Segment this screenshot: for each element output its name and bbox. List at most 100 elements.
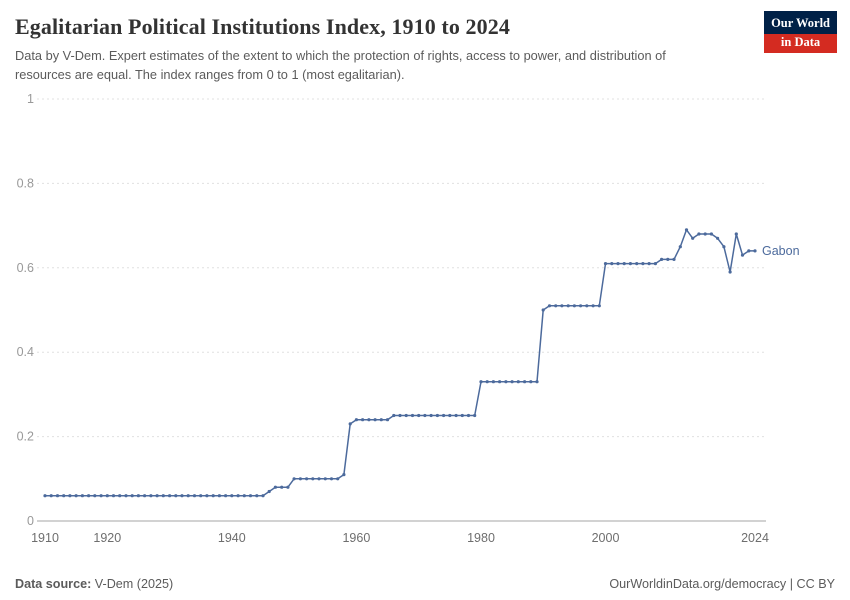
data-point-marker[interactable] — [716, 236, 720, 240]
data-point-marker[interactable] — [174, 494, 178, 498]
data-point-marker[interactable] — [286, 485, 290, 489]
data-point-marker[interactable] — [43, 494, 47, 498]
data-point-marker[interactable] — [448, 413, 452, 418]
data-point-marker[interactable] — [180, 494, 184, 498]
data-point-marker[interactable] — [597, 304, 601, 308]
data-point-marker[interactable] — [55, 494, 60, 498]
data-point-marker[interactable] — [62, 494, 66, 498]
data-point-marker[interactable] — [510, 380, 514, 384]
data-point-marker[interactable] — [323, 477, 327, 481]
data-point-marker[interactable] — [747, 249, 751, 253]
data-point-marker[interactable] — [479, 380, 483, 384]
data-point-marker[interactable] — [417, 413, 421, 418]
data-point-marker[interactable] — [429, 413, 433, 418]
data-point-marker[interactable] — [280, 485, 284, 489]
data-point-marker[interactable] — [236, 494, 240, 498]
data-point-marker[interactable] — [728, 270, 732, 274]
data-point-marker[interactable] — [155, 494, 159, 498]
data-point-marker[interactable] — [205, 494, 209, 498]
line-series-gabon[interactable] — [45, 229, 755, 497]
data-point-marker[interactable] — [591, 304, 595, 308]
data-point-marker[interactable] — [529, 380, 533, 384]
data-point-marker[interactable] — [87, 494, 91, 498]
data-point-marker[interactable] — [99, 494, 103, 498]
data-point-marker[interactable] — [523, 380, 527, 384]
data-point-marker[interactable] — [635, 262, 639, 266]
data-point-marker[interactable] — [273, 485, 277, 489]
data-point-marker[interactable] — [68, 494, 72, 498]
data-point-marker[interactable] — [298, 477, 302, 481]
data-point-marker[interactable] — [410, 413, 415, 418]
data-point-marker[interactable] — [354, 418, 358, 422]
data-point-marker[interactable] — [442, 413, 446, 418]
data-point-marker[interactable] — [199, 494, 203, 498]
data-point-marker[interactable] — [485, 380, 489, 384]
data-point-marker[interactable] — [305, 477, 309, 481]
data-point-marker[interactable] — [585, 304, 589, 308]
data-point-marker[interactable] — [535, 380, 539, 384]
data-point-marker[interactable] — [261, 494, 265, 498]
data-point-marker[interactable] — [666, 257, 670, 262]
data-point-marker[interactable] — [560, 304, 564, 308]
data-point-marker[interactable] — [342, 473, 346, 477]
data-point-marker[interactable] — [292, 477, 296, 481]
data-point-marker[interactable] — [118, 494, 122, 498]
data-point-marker[interactable] — [379, 418, 383, 422]
data-point-marker[interactable] — [610, 262, 614, 266]
data-point-marker[interactable] — [93, 494, 97, 498]
data-point-marker[interactable] — [74, 494, 78, 498]
data-point-marker[interactable] — [684, 228, 689, 232]
data-point-marker[interactable] — [603, 262, 608, 266]
data-point-marker[interactable] — [516, 380, 520, 384]
data-point-marker[interactable] — [124, 494, 128, 498]
data-point-marker[interactable] — [392, 413, 396, 418]
data-point-marker[interactable] — [691, 236, 695, 240]
data-point-marker[interactable] — [311, 477, 315, 481]
data-point-marker[interactable] — [572, 304, 577, 308]
data-point-marker[interactable] — [491, 380, 495, 384]
data-point-marker[interactable] — [105, 494, 109, 498]
data-point-marker[interactable] — [267, 489, 271, 494]
data-point-marker[interactable] — [703, 232, 707, 236]
owid-logo[interactable]: Our World in Data — [764, 11, 837, 54]
data-point-marker[interactable] — [161, 494, 165, 498]
data-point-marker[interactable] — [404, 413, 408, 418]
data-point-marker[interactable] — [435, 413, 439, 418]
data-point-marker[interactable] — [385, 418, 390, 422]
data-point-marker[interactable] — [466, 413, 471, 418]
data-point-marker[interactable] — [336, 477, 340, 481]
data-point-marker[interactable] — [579, 304, 583, 308]
data-point-marker[interactable] — [753, 249, 757, 253]
data-point-marker[interactable] — [348, 422, 352, 426]
data-point-marker[interactable] — [255, 494, 259, 498]
data-point-marker[interactable] — [136, 494, 140, 498]
data-point-marker[interactable] — [660, 257, 664, 262]
data-point-marker[interactable] — [460, 413, 464, 418]
data-point-marker[interactable] — [242, 494, 246, 498]
data-point-marker[interactable] — [566, 304, 570, 308]
data-point-marker[interactable] — [722, 245, 726, 249]
data-point-marker[interactable] — [541, 308, 545, 312]
data-point-marker[interactable] — [672, 257, 676, 262]
owid-link[interactable]: OurWorldinData.org/democracy — [609, 577, 787, 591]
data-point-marker[interactable] — [367, 418, 371, 422]
data-point-marker[interactable] — [217, 494, 221, 498]
data-point-marker[interactable] — [647, 262, 651, 266]
data-point-marker[interactable] — [554, 304, 558, 308]
data-point-marker[interactable] — [149, 494, 153, 498]
data-point-marker[interactable] — [186, 494, 190, 498]
data-point-marker[interactable] — [248, 494, 253, 498]
data-point-marker[interactable] — [224, 494, 228, 498]
data-point-marker[interactable] — [361, 418, 365, 422]
data-point-marker[interactable] — [734, 232, 738, 236]
data-point-marker[interactable] — [192, 494, 197, 498]
data-point-marker[interactable] — [498, 380, 502, 384]
data-point-marker[interactable] — [616, 262, 620, 266]
data-point-marker[interactable] — [473, 413, 477, 418]
data-point-marker[interactable] — [80, 494, 84, 498]
data-point-marker[interactable] — [49, 494, 53, 498]
data-point-marker[interactable] — [622, 262, 626, 266]
data-point-marker[interactable] — [653, 262, 658, 266]
data-point-marker[interactable] — [130, 494, 134, 498]
data-point-marker[interactable] — [230, 494, 234, 498]
